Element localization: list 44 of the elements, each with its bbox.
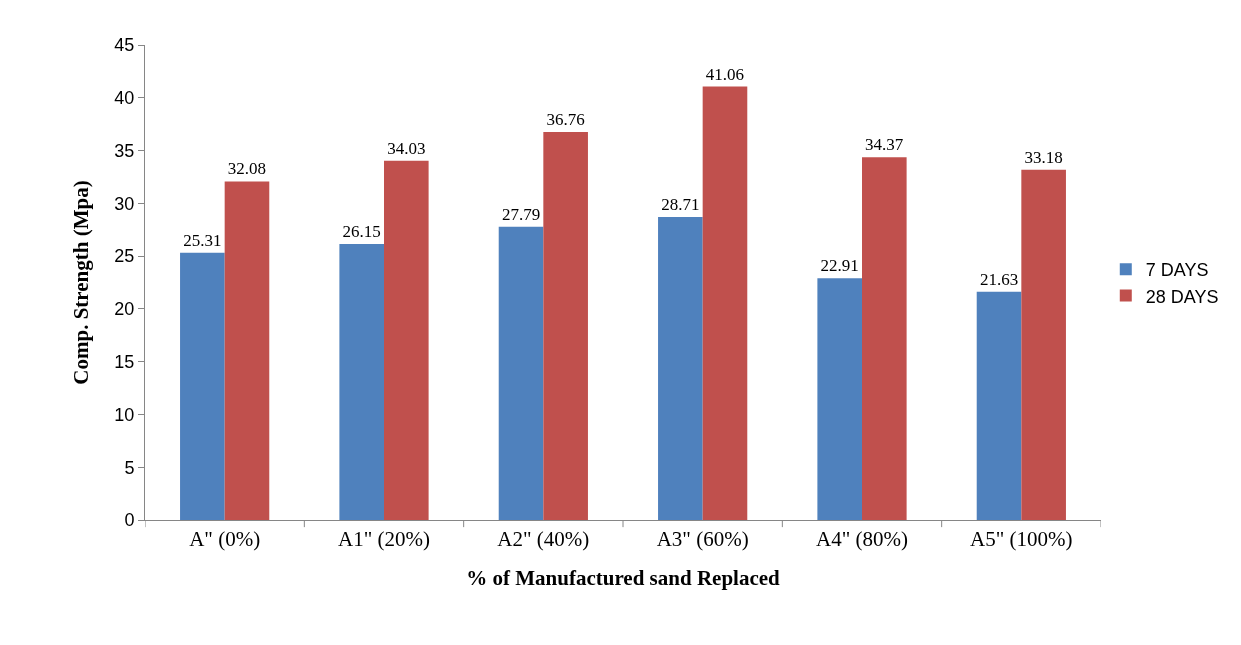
data-label: 27.79 bbox=[501, 204, 541, 224]
data-label: 33.18 bbox=[1024, 147, 1063, 167]
bar bbox=[1021, 169, 1066, 520]
data-label: 22.91 bbox=[820, 256, 859, 276]
bar bbox=[658, 216, 703, 520]
bar bbox=[543, 131, 588, 520]
y-tick-label: 30 bbox=[114, 193, 135, 214]
bar bbox=[976, 291, 1022, 520]
y-tick-label: 10 bbox=[114, 404, 135, 425]
y-tick-label: 25 bbox=[114, 246, 135, 267]
legend-label: 28 DAYS bbox=[1145, 286, 1219, 307]
y-tick-label: 20 bbox=[114, 299, 135, 320]
y-tick-label: 35 bbox=[114, 140, 135, 161]
y-axis-title: Comp. Strength (Mpa) bbox=[68, 180, 93, 385]
x-tick-label: A1" (20%) bbox=[338, 527, 430, 552]
bar bbox=[180, 252, 225, 520]
legend-label: 7 DAYS bbox=[1145, 260, 1209, 281]
x-axis-title: % of Manufactured sand Replaced bbox=[466, 566, 781, 591]
x-tick-label: A" (0%) bbox=[189, 527, 261, 552]
data-label: 26.15 bbox=[342, 221, 381, 241]
bar bbox=[224, 181, 270, 520]
bar bbox=[862, 157, 907, 520]
data-label: 41.06 bbox=[705, 64, 745, 84]
bar bbox=[817, 278, 862, 520]
data-label: 36.76 bbox=[546, 109, 585, 129]
data-label: 34.37 bbox=[864, 135, 904, 155]
data-label: 34.03 bbox=[387, 138, 426, 158]
data-label: 32.08 bbox=[227, 159, 267, 179]
data-label: 21.63 bbox=[979, 269, 1019, 289]
y-tick-label: 40 bbox=[114, 88, 135, 109]
bar bbox=[384, 160, 429, 520]
x-tick-label: A3" (60%) bbox=[656, 527, 749, 552]
x-tick-label: A4" (80%) bbox=[816, 527, 908, 552]
y-tick-label: 0 bbox=[124, 510, 135, 531]
x-tick-label: A5" (100%) bbox=[970, 527, 1073, 552]
data-label: 25.31 bbox=[183, 230, 222, 250]
bar bbox=[339, 243, 384, 520]
bar bbox=[498, 226, 544, 520]
data-label: 28.71 bbox=[661, 194, 700, 214]
y-tick-label: 15 bbox=[114, 351, 135, 372]
y-tick-label: 5 bbox=[124, 457, 135, 478]
bar bbox=[702, 86, 748, 520]
x-tick-label: A2" (40%) bbox=[497, 527, 590, 552]
y-tick-label: 45 bbox=[114, 35, 135, 56]
